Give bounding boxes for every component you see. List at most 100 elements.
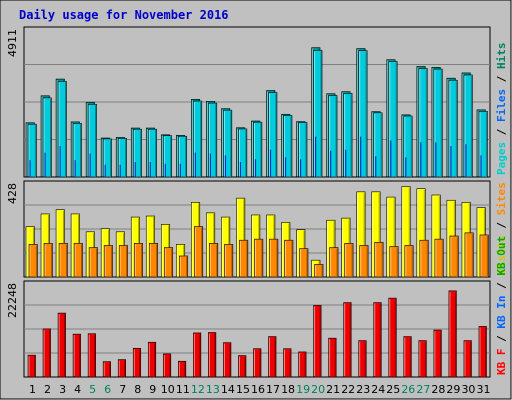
x-tick-label: 26: [401, 383, 415, 396]
files-bar: [358, 50, 368, 178]
files-bar: [132, 128, 142, 178]
kbf-bar: [87, 333, 96, 378]
x-tick-label: 15: [236, 383, 250, 396]
legend-item: Pages: [495, 142, 508, 175]
x-axis-labels: 1 2 3 4 5 6 7 8 9 10 11 12 13 14 15 16 17 18 19 20 21 22 23 24 2…: [29, 383, 490, 396]
files-bar: [478, 111, 488, 178]
legend-item: Visits: [495, 235, 508, 275]
chart-title: Daily usage for November 2016: [19, 8, 229, 22]
files-bar: [403, 115, 413, 178]
files-bar: [328, 95, 338, 178]
kbf-bar: [132, 347, 142, 378]
kbf-bar: [268, 336, 277, 378]
x-tick-label: 5: [89, 383, 96, 396]
legend-item: Sites: [495, 182, 508, 215]
x-tick-label: 19: [296, 383, 310, 396]
kbf-bar: [223, 342, 232, 378]
sites-bar: [58, 243, 68, 278]
kbf-bar: [253, 348, 262, 378]
legend-hits-files-pages: Pages / Files / Hits: [495, 43, 508, 176]
x-tick-label: 28: [431, 383, 445, 396]
x-tick-label: 3: [59, 383, 66, 396]
y-max-label: 22248: [6, 283, 19, 318]
kbf-bar: [42, 328, 51, 378]
sites-bar: [254, 238, 264, 278]
files-bar: [298, 122, 308, 178]
kbf-bar: [57, 312, 66, 378]
files-bar: [283, 115, 293, 178]
x-tick-label: 1: [29, 383, 36, 396]
legend-item: /: [495, 329, 508, 349]
x-tick-label: 23: [356, 383, 370, 396]
legend-item: /: [495, 276, 508, 296]
files-bar: [72, 123, 82, 178]
kbf-bar: [373, 302, 382, 378]
x-tick-label: 31: [476, 383, 490, 396]
files-bar: [373, 112, 383, 178]
x-tick-label: 8: [134, 383, 141, 396]
sites-bar: [73, 243, 83, 278]
files-bar: [463, 74, 473, 178]
files-bar: [117, 137, 127, 178]
kbf-bar: [298, 351, 307, 378]
sites-bar: [28, 244, 38, 278]
sites-bar: [404, 245, 414, 278]
kbf-bar: [238, 355, 247, 378]
x-tick-label: 18: [281, 383, 295, 396]
kbf-bar: [178, 360, 187, 378]
sites-bar: [163, 247, 174, 278]
x-tick-label: 12: [191, 383, 205, 396]
sites-bar: [133, 243, 143, 278]
kbf-bar: [403, 336, 412, 378]
x-tick-label: 25: [386, 383, 400, 396]
files-bar: [87, 103, 97, 178]
sites-bar: [359, 245, 369, 278]
sites-bar: [299, 248, 309, 278]
legend-item: KB In: [495, 296, 508, 329]
files-bar: [42, 97, 52, 178]
x-tick-label: 10: [161, 383, 175, 396]
kbf-bar: [72, 333, 81, 378]
sites-bar: [179, 255, 189, 278]
kbf-bar: [448, 290, 457, 378]
x-tick-label: 9: [149, 383, 156, 396]
kbf-bar: [418, 340, 427, 378]
kbf-bar: [283, 348, 292, 378]
files-bar: [162, 135, 173, 178]
x-tick-label: 21: [326, 383, 340, 396]
x-tick-label: 7: [119, 383, 126, 396]
kbf-bar: [313, 305, 322, 378]
sites-bar: [329, 247, 339, 278]
sites-bar: [88, 247, 98, 278]
y-max-label: 4911: [6, 29, 19, 57]
files-bar: [57, 81, 67, 178]
legend-item: KB Out: [495, 236, 508, 276]
kbf-bar: [388, 297, 397, 378]
files-bar: [27, 123, 37, 178]
x-tick-label: 29: [446, 383, 460, 396]
x-tick-label: 13: [206, 383, 220, 396]
panel-kbytes: 22248 KB F / KB In / KB Out: [6, 236, 508, 378]
x-tick-label: 6: [104, 383, 111, 396]
legend-item: /: [495, 69, 508, 89]
files-bar: [102, 138, 112, 178]
files-bar: [343, 93, 353, 178]
files-bar: [193, 100, 203, 178]
sites-bar: [434, 238, 444, 278]
kbf-bar: [208, 332, 217, 378]
files-bar: [208, 102, 218, 178]
x-tick-label: 30: [461, 383, 475, 396]
kbf-bar: [27, 354, 36, 378]
kbf-bar: [343, 302, 352, 378]
kbf-bar: [358, 340, 367, 378]
sites-bar: [269, 238, 279, 278]
y-max-label: 428: [6, 183, 19, 204]
files-bar: [433, 68, 443, 178]
sites-bar: [209, 243, 219, 278]
sites-bar: [224, 244, 234, 278]
sites-bar: [118, 245, 128, 278]
sites-bar: [239, 239, 249, 278]
x-tick-label: 4: [74, 383, 81, 396]
panel-hits-files-pages: 4911 Pages / Files / Hits: [6, 26, 508, 178]
